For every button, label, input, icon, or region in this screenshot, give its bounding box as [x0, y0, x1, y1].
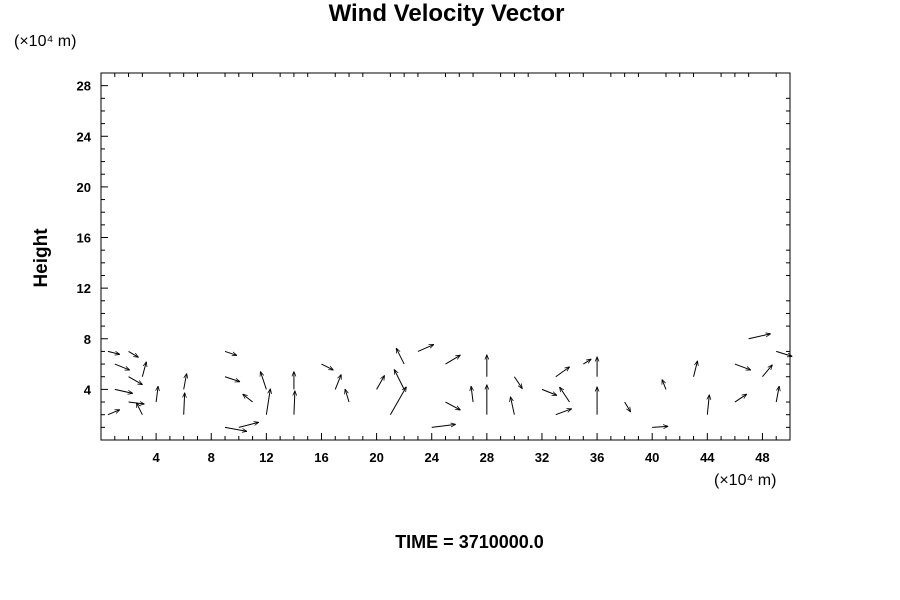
- wind-vector: [560, 387, 570, 403]
- wind-vector: [141, 362, 146, 377]
- wind-vector: [107, 350, 120, 354]
- y-tick-label: 20: [77, 180, 91, 195]
- wind-vector: [661, 379, 667, 390]
- wind-vector: [114, 388, 133, 393]
- y-tick-label: 24: [77, 129, 92, 144]
- wind-vector: [334, 374, 342, 390]
- wind-vector: [183, 373, 187, 390]
- wind-vector: [321, 363, 333, 370]
- wind-vector: [224, 426, 247, 431]
- y-tick-label: 12: [77, 281, 91, 296]
- wind-vector: [260, 371, 267, 390]
- wind-vector: [734, 363, 751, 370]
- wind-vector: [114, 363, 130, 371]
- wind-vector: [510, 397, 515, 415]
- wind-vector: [128, 376, 143, 385]
- y-tick-label: 16: [77, 231, 91, 246]
- wind-vector: [376, 375, 385, 390]
- wind-vector: [184, 393, 185, 415]
- wind-vector: [294, 391, 295, 415]
- wind-vector: [734, 394, 747, 403]
- time-annotation: TIME = 3710000.0: [395, 532, 544, 552]
- wind-vector: [224, 350, 237, 355]
- x-tick-label: 36: [590, 450, 604, 465]
- wind-vector: [345, 389, 350, 403]
- wind-vector: [396, 348, 405, 365]
- x-tick-label: 8: [208, 450, 215, 465]
- wind-vector: [265, 389, 270, 415]
- wind-vector: [693, 361, 698, 377]
- wind-vector: [445, 401, 461, 410]
- wind-vector: [107, 409, 120, 416]
- wind-vector: [775, 386, 779, 403]
- y-tick-label: 4: [84, 382, 92, 397]
- x-tick-label: 40: [645, 450, 659, 465]
- wind-vector: [417, 343, 434, 352]
- wind-vector: [389, 387, 406, 415]
- y-axis-unit: (×10⁴ m): [14, 33, 77, 50]
- y-tick-label: 8: [84, 332, 91, 347]
- wind-vector: [652, 426, 668, 427]
- wind-vector: [394, 369, 405, 390]
- chart-title: Wind Velocity Vector: [328, 0, 565, 27]
- wind-vector: [555, 367, 570, 378]
- vectors-layer: [107, 334, 792, 432]
- x-axis-unit: (×10⁴ m): [714, 472, 777, 489]
- x-tick-label: 44: [700, 450, 715, 465]
- x-tick-label: 20: [369, 450, 383, 465]
- wind-vector: [555, 409, 572, 416]
- wind-vector: [583, 359, 591, 365]
- wind-vector: [136, 403, 143, 415]
- wind-vector: [243, 394, 253, 403]
- x-tick-label: 16: [314, 450, 328, 465]
- wind-vector: [748, 334, 771, 340]
- wind-vector: [513, 376, 522, 389]
- wind-vector: [541, 388, 557, 396]
- x-tick-label: 48: [755, 450, 769, 465]
- wind-vector: [707, 395, 709, 415]
- x-tick-label: 12: [259, 450, 273, 465]
- x-tick-label: 4: [153, 450, 161, 465]
- wind-vector: [624, 401, 631, 412]
- wind-vector: [445, 355, 461, 365]
- wind-vector: [238, 422, 259, 428]
- y-tick-label: 28: [77, 79, 91, 94]
- wind-vector: [471, 386, 473, 403]
- x-tick-label: 32: [535, 450, 549, 465]
- x-tick-label: 24: [424, 450, 439, 465]
- wind-vector: [762, 365, 772, 378]
- plot-frame: [100, 72, 791, 441]
- wind-vector: [156, 386, 158, 403]
- wind-vector: [224, 376, 240, 382]
- wind-vector: [431, 424, 456, 428]
- wind-vector: [128, 350, 139, 357]
- x-tick-label: 28: [480, 450, 494, 465]
